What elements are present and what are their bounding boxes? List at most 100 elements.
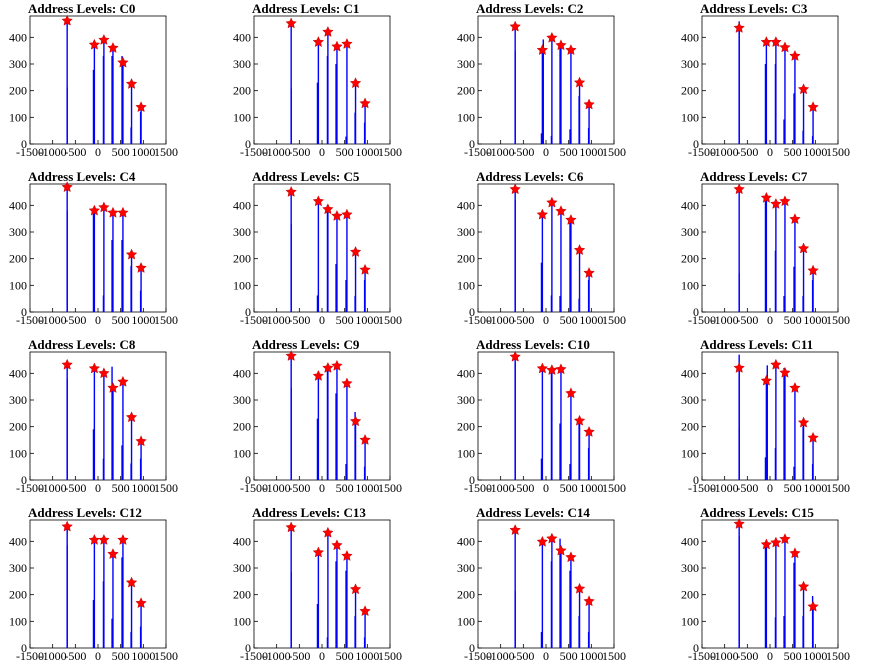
peak-star-marker	[555, 544, 567, 556]
panel-title: Address Levels: C0	[28, 1, 135, 16]
plot-frame	[701, 183, 839, 313]
peak-star-marker	[583, 426, 595, 437]
x-tick-label: 0	[319, 313, 325, 327]
y-tick-label: 200	[9, 252, 27, 266]
peak-star-marker	[312, 195, 325, 207]
x-tick-label: -1000	[487, 145, 515, 159]
x-tick-label: 0	[767, 481, 773, 495]
peak-star-marker	[536, 362, 549, 374]
panel-title: Address Levels: C10	[476, 337, 590, 352]
y-tick-label: 100	[457, 446, 475, 460]
x-tick-label: -1000	[263, 649, 291, 663]
peak-star-marker	[546, 196, 558, 208]
y-tick-label: 0	[245, 137, 251, 151]
x-tick-label: 500	[560, 481, 578, 495]
peak-star-marker	[779, 533, 791, 545]
x-tick-label: 1000	[803, 649, 827, 663]
plot-frame	[253, 183, 391, 313]
peak-star-marker	[359, 97, 371, 109]
peak-star-marker	[760, 538, 773, 550]
x-tick-label: 500	[112, 313, 130, 327]
peak-star-marker	[779, 195, 791, 207]
panel-3: Address Levels: C3 0 100 200 300 400 -1500-100…	[681, 1, 850, 159]
peak-star-marker	[509, 524, 521, 535]
peak-star-marker	[312, 370, 325, 381]
x-tick-label: 1000	[579, 145, 603, 159]
x-tick-label: 500	[784, 649, 802, 663]
x-tick-label: 1500	[826, 649, 850, 663]
x-tick-label: -1500	[688, 313, 716, 327]
x-tick-label: -1500	[464, 313, 492, 327]
x-tick-label: 0	[319, 481, 325, 495]
x-tick-label: -1000	[39, 313, 67, 327]
peak-star-marker	[573, 582, 586, 594]
peak-star-marker	[555, 363, 567, 375]
x-tick-label: -500	[288, 145, 310, 159]
panel-1: Address Levels: C1 0 100 200 300 400 -1500-100…	[233, 1, 402, 159]
x-tick-label: -1500	[16, 649, 44, 663]
peak-star-marker	[733, 362, 745, 373]
x-tick-label: -1000	[263, 481, 291, 495]
y-tick-label: 0	[21, 641, 27, 655]
y-tick-label: 0	[469, 641, 475, 655]
plot-frame	[253, 15, 391, 145]
x-tick-label: 1000	[579, 649, 603, 663]
x-tick-label: -500	[512, 649, 534, 663]
x-tick-label: -500	[64, 313, 86, 327]
x-tick-label: -500	[288, 313, 310, 327]
peak-star-marker	[135, 597, 147, 609]
peak-star-marker	[117, 56, 129, 68]
peak-star-marker	[573, 414, 586, 426]
peak-star-marker	[760, 191, 773, 203]
peak-star-marker	[341, 377, 353, 389]
y-tick-label: 400	[457, 198, 475, 212]
panel-title: Address Levels: C4	[28, 169, 136, 184]
panel-title: Address Levels: C15	[700, 505, 814, 520]
panel-2: Address Levels: C2 0 100 200 300 400 -1500-100…	[457, 1, 626, 159]
peak-star-marker	[797, 416, 810, 428]
y-tick-label: 200	[681, 252, 699, 266]
x-tick-label: 0	[767, 145, 773, 159]
peak-star-marker	[509, 350, 521, 362]
plot-frame	[701, 15, 839, 145]
y-tick-label: 300	[457, 225, 475, 239]
peak-star-marker	[536, 208, 549, 220]
x-tick-label: 1000	[579, 481, 603, 495]
y-tick-label: 0	[693, 473, 699, 487]
panel-11: Address Levels: C11 0 100 200 300 400 -1500-10…	[681, 337, 850, 495]
peak-star-marker	[107, 206, 119, 218]
y-tick-label: 100	[233, 614, 251, 628]
x-tick-label: 0	[319, 145, 325, 159]
peak-star-marker	[733, 183, 745, 195]
panel-4: Address Levels: C4 0 100 200 300 400 -1500-100…	[9, 169, 178, 327]
x-tick-label: 500	[784, 145, 802, 159]
x-tick-label: 0	[543, 481, 549, 495]
x-tick-label: 0	[543, 649, 549, 663]
y-tick-label: 0	[245, 473, 251, 487]
plot-frame	[477, 183, 615, 313]
peak-star-marker	[789, 382, 801, 393]
y-tick-label: 100	[681, 278, 699, 292]
x-tick-label: 1500	[826, 481, 850, 495]
y-tick-label: 400	[9, 366, 27, 380]
peak-star-marker	[565, 214, 577, 225]
panel-6: Address Levels: C6 0 100 200 300 400 -1500-100…	[457, 169, 626, 327]
x-tick-label: 0	[95, 649, 101, 663]
peak-star-marker	[88, 362, 101, 374]
y-tick-label: 200	[457, 420, 475, 434]
x-tick-label: 500	[336, 313, 354, 327]
x-tick-label: 1000	[131, 313, 155, 327]
x-tick-label: -500	[64, 481, 86, 495]
peak-star-marker	[583, 98, 595, 110]
peak-star-marker	[107, 42, 119, 53]
peak-star-marker	[583, 595, 595, 607]
x-tick-label: 500	[784, 481, 802, 495]
peak-star-marker	[797, 580, 810, 592]
x-tick-label: -1000	[39, 481, 67, 495]
peak-star-marker	[61, 181, 73, 193]
x-tick-label: 1000	[355, 649, 379, 663]
x-tick-label: 1500	[602, 313, 626, 327]
peak-star-marker	[125, 248, 138, 260]
x-tick-label: 1000	[131, 481, 155, 495]
